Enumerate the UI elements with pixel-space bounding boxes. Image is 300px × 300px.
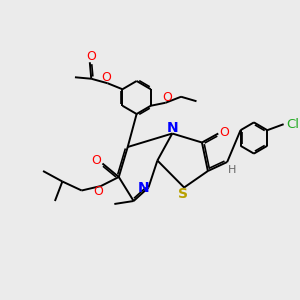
Text: O: O (162, 91, 172, 104)
Text: S: S (178, 187, 188, 200)
Text: O: O (219, 125, 229, 139)
Text: O: O (91, 154, 101, 167)
Text: O: O (101, 71, 111, 84)
Text: H: H (227, 165, 236, 176)
Text: N: N (167, 121, 178, 135)
Text: Cl: Cl (286, 118, 299, 131)
Text: O: O (93, 185, 103, 198)
Text: N: N (137, 181, 149, 194)
Text: O: O (86, 50, 96, 63)
